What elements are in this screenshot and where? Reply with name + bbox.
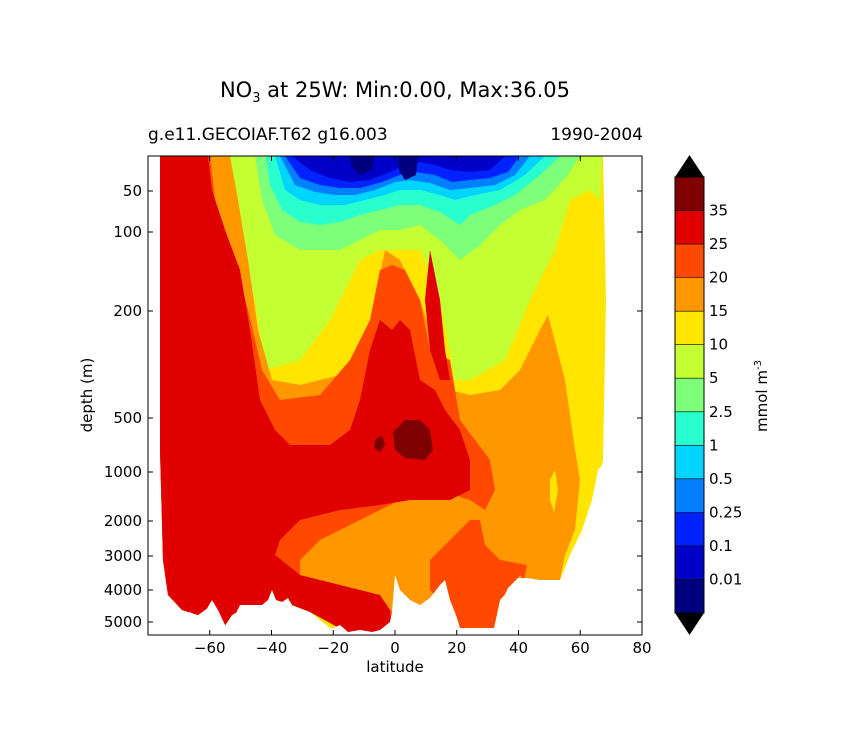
colorbar-bin	[675, 244, 704, 278]
x-tick-label: −20	[317, 639, 349, 657]
colorbar-extend-min	[675, 613, 704, 635]
band-35-max	[393, 420, 433, 460]
colorbar-bin	[675, 512, 704, 546]
pocket-yellow	[550, 470, 558, 512]
colorbar-bin	[675, 445, 704, 479]
colorbar-tick-label: 0.25	[709, 503, 742, 521]
band-below-0.1	[350, 156, 375, 175]
band-35-max-small	[374, 435, 385, 452]
land-mask-bottom	[148, 156, 642, 635]
colorbar-bin	[675, 344, 704, 379]
y-tick-label: 3000	[104, 547, 142, 565]
band-25-east	[430, 520, 527, 628]
colorbar-bin	[675, 311, 704, 345]
y-tick-label: 1000	[104, 463, 142, 481]
y-tick-label: 500	[113, 409, 142, 427]
x-axis-ticks: −60 −40 −20 0 20 40 60 80	[194, 156, 652, 657]
colorbar-tick-label: 0.01	[709, 570, 742, 588]
chart-subtitle-right: 1990-2004	[550, 125, 643, 145]
colorbar-tick-label: 10	[709, 336, 728, 354]
colorbar-bin	[675, 579, 704, 613]
y-axis-label: depth (m)	[78, 358, 96, 433]
colorbar-tick-label: 0.5	[709, 470, 733, 488]
y-tick-label: 5000	[104, 613, 142, 631]
pocket-orange	[375, 525, 405, 550]
x-tick-label: 0	[390, 639, 400, 657]
chart-title: NO3 at 25W: Min:0.00, Max:36.05	[219, 78, 571, 107]
x-tick-label: −40	[256, 639, 288, 657]
colorbar-tick-label: 15	[709, 302, 728, 320]
colorbar-tick-label: 5	[709, 369, 719, 387]
x-tick-label: 20	[447, 639, 466, 657]
colorbar-extend-max	[675, 155, 704, 177]
colorbar-tick-label: 35	[709, 202, 728, 220]
colorbar-tick-label: 0.1	[709, 537, 733, 555]
band-below-0.1-b	[398, 156, 418, 180]
x-tick-label: −60	[194, 639, 226, 657]
x-axis-label: latitude	[366, 658, 424, 676]
colorbar-bin	[675, 378, 704, 412]
colorbar-tick-label: 2.5	[709, 403, 733, 421]
colorbar-bin	[675, 277, 704, 312]
colorbar-tick-label: 1	[709, 436, 719, 454]
y-tick-label: 100	[113, 223, 142, 241]
colorbar-bin	[675, 545, 704, 580]
colorbar-tick-label: 25	[709, 235, 728, 253]
colorbar-label: mmol m-3	[753, 360, 771, 432]
chart-subtitle-left: g.e11.GECOIAF.T62 g16.003	[148, 125, 388, 145]
colorbar-frame	[674, 176, 705, 614]
y-tick-label: 50	[123, 182, 142, 200]
contour-field	[148, 156, 642, 635]
x-tick-label: 60	[571, 639, 590, 657]
x-tick-label: 80	[632, 639, 651, 657]
colorbar-bin	[675, 411, 704, 446]
colorbar-bin	[675, 177, 704, 211]
band-25-35	[160, 156, 470, 635]
y-tick-label: 4000	[104, 581, 142, 599]
x-tick-label: 40	[509, 639, 528, 657]
colorbar-bin	[675, 210, 704, 245]
y-axis-ticks: 50 100 200 500 1000 2000 3000 4000 5000	[104, 182, 642, 631]
colorbar-tick-label: 20	[709, 269, 728, 287]
land-mask-west	[148, 156, 160, 635]
band-25-35-north	[425, 250, 450, 380]
colorbar: 0.01 0.1 0.25 0.5 1 2.5 5 10 15 20 25 35	[674, 155, 742, 635]
y-tick-label: 2000	[104, 512, 142, 530]
band-0.1-0.25	[292, 156, 505, 182]
y-tick-label: 200	[113, 302, 142, 320]
colorbar-bin	[675, 478, 704, 513]
